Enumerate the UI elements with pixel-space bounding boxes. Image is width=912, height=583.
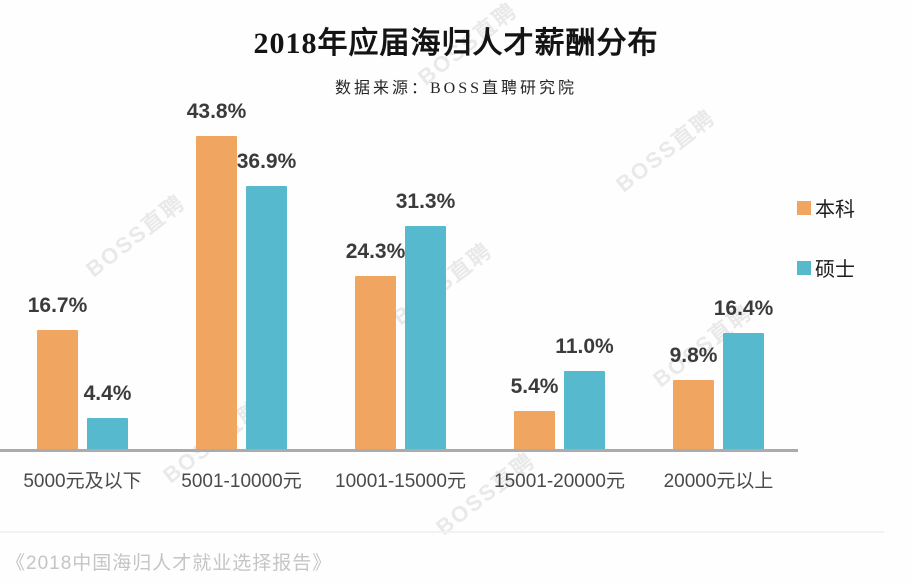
bar-master <box>405 226 446 450</box>
bar-group-3: 24.3% 31.3% <box>346 0 455 450</box>
bar-column-bachelor: 16.7% <box>28 0 87 450</box>
bar-bachelor <box>355 276 396 450</box>
bar-column-bachelor: 43.8% <box>187 0 246 450</box>
bar-group-4: 5.4% 11.0% <box>511 0 614 450</box>
bar-value-label: 16.7% <box>27 294 88 317</box>
bar-bachelor <box>37 330 78 450</box>
bar-column-master: 11.0% <box>555 0 614 450</box>
legend-swatch-icon <box>797 200 811 215</box>
image-edge-divider <box>0 531 884 533</box>
bar-column-master: 31.3% <box>396 0 455 450</box>
x-axis-line <box>0 449 798 452</box>
bar-value-label: 31.3% <box>395 190 456 213</box>
legend: 本科 硕士 <box>797 193 855 313</box>
bar-value-label: 11.0% <box>555 335 614 358</box>
bar-column-bachelor: 24.3% <box>346 0 405 450</box>
legend-item-master: 硕士 <box>797 253 855 282</box>
bar-value-label: 24.3% <box>345 240 406 263</box>
category-label: 5001-10000元 <box>181 471 302 492</box>
legend-item-bachelor: 本科 <box>797 193 855 222</box>
bar-column-master: 36.9% <box>237 0 296 450</box>
bar-value-label: 4.4% <box>83 382 132 405</box>
bar-value-label: 9.8% <box>669 344 718 367</box>
bar-column-master: 4.4% <box>84 0 131 450</box>
legend-swatch-icon <box>797 260 811 275</box>
report-caption: 《2018中国海归人才就业选择报告》 <box>6 553 333 574</box>
bar-bachelor <box>514 411 555 450</box>
bar-value-label: 5.4% <box>510 375 559 398</box>
legend-label: 硕士 <box>815 259 855 281</box>
bar-master <box>87 418 128 450</box>
bar-group-1: 16.7% 4.4% <box>28 0 131 450</box>
category-label: 10001-15000元 <box>335 471 466 492</box>
chart-title: 2018年应届海归人才薪酬分布 <box>253 27 659 60</box>
bar-column-bachelor: 5.4% <box>511 0 558 450</box>
bar-column-bachelor: 9.8% <box>670 0 717 450</box>
legend-label: 本科 <box>815 199 855 221</box>
category-label: 5000元及以下 <box>23 471 142 492</box>
category-label: 15001-20000元 <box>494 471 625 492</box>
bar-bachelor <box>196 136 237 450</box>
bar-bachelor <box>673 380 714 450</box>
bar-group-2: 43.8% 36.9% <box>187 0 296 450</box>
bar-master <box>246 186 287 450</box>
bar-master <box>564 371 605 450</box>
category-label: 20000元以上 <box>663 471 774 492</box>
chart-subtitle: 数据来源：BOSS直聘研究院 <box>334 80 578 97</box>
bar-value-label: 43.8% <box>186 100 247 123</box>
bar-master <box>723 333 764 450</box>
bar-column-master: 16.4% <box>714 0 773 450</box>
bar-group-5: 9.8% 16.4% <box>670 0 773 450</box>
bar-value-label: 16.4% <box>713 297 774 320</box>
bar-value-label: 36.9% <box>236 150 297 173</box>
